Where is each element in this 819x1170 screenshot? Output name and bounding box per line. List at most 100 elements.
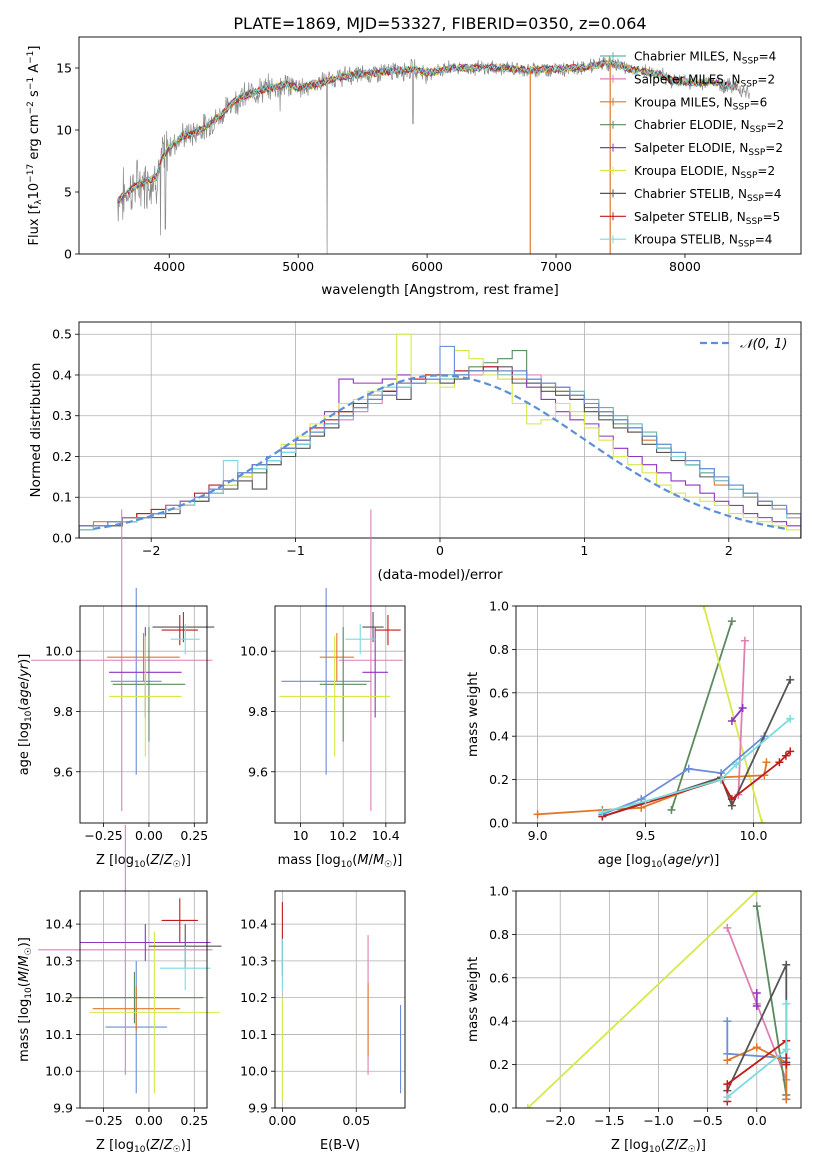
label-fragment: Z	[150, 1138, 161, 1153]
y-tick-label: 0.0	[489, 1101, 509, 1116]
label-fragment: )]	[709, 853, 719, 868]
x-tick-label: −1.0	[643, 1113, 673, 1128]
series-lines	[533, 606, 795, 823]
x-axis-label: Z [log10(Z/Z☉)]	[611, 1138, 706, 1155]
y-tick-label: 0.8	[489, 642, 509, 657]
x-tick-label: 0.00	[135, 828, 163, 843]
legend-label: Kroupa ELODIE, NSSP=2	[634, 164, 775, 181]
x-axis-label: Z [log10(Z/Z☉)]	[96, 853, 191, 870]
y-axis-label: age [log10(age/yr)]	[17, 654, 34, 776]
x-axis-label: wavelength [Angstrom, rest frame]	[321, 282, 559, 298]
x-axis-label: (data-model)/error	[377, 567, 503, 583]
legend-label: Salpeter ELODIE, NSSP=2	[634, 141, 783, 158]
label-fragment: SSP	[741, 79, 758, 89]
series-line	[731, 707, 744, 722]
legend-label: Chabrier MILES, NSSP=4	[634, 50, 776, 67]
label-fragment: (	[145, 1138, 150, 1153]
label-fragment: Kroupa ELODIE, N	[634, 164, 741, 178]
mass_vs_Z-axes: −0.25 0.00 0.25 9.9 10.0 10.1 10.2 10.3 10.4 Z [l…	[17, 824, 222, 1155]
errorbars	[38, 824, 222, 1094]
x-tick-label: 10.4	[372, 828, 400, 843]
label-fragment: (	[660, 1138, 665, 1153]
label-fragment: )]	[181, 1138, 191, 1153]
label-fragment: age	[17, 681, 32, 705]
label-fragment: Salpeter ELODIE, N	[634, 141, 748, 155]
label-fragment: −1	[26, 51, 36, 64]
axes-frame	[78, 321, 802, 539]
label-fragment: SSP	[750, 125, 767, 135]
label-fragment: ☉	[24, 947, 34, 955]
massweight_vs_age-axes: 9.0 9.5 10.0 0.0 0.2 0.4 0.6 0.8 1.0 mass weight a…	[465, 599, 802, 870]
y-tick-label: 10.2	[240, 990, 268, 1005]
label-fragment: SSP	[733, 102, 750, 112]
label-fragment: Salpeter MILES, N	[634, 72, 741, 86]
label-fragment: )]	[17, 654, 32, 664]
label-fragment: /	[159, 853, 164, 868]
y-tick-label: 9.8	[248, 704, 268, 719]
y-tick-label: 0.1	[52, 490, 72, 505]
label-fragment: SSP	[747, 194, 764, 204]
x-tick-label: −1	[286, 543, 304, 558]
x-tick-label: 1	[580, 543, 588, 558]
y-tick-label: 9.9	[53, 1101, 73, 1116]
x-tick-label: 6000	[411, 259, 443, 274]
label-fragment: ]	[27, 46, 42, 51]
axes-frame	[79, 605, 208, 824]
x-axis-label: Z [log10(Z/Z☉)]	[96, 1138, 191, 1155]
series-line	[527, 891, 758, 1108]
label-fragment: =4	[764, 187, 782, 201]
x-tick-label: 5000	[282, 259, 314, 274]
label-fragment: Chabrier MILES, N	[634, 50, 742, 64]
label-fragment: Chabrier ELODIE, N	[634, 118, 750, 132]
label-fragment: /	[17, 966, 32, 971]
label-fragment: Flux [f	[27, 204, 42, 245]
series-line	[726, 1046, 788, 1100]
y-tick-label: 0.8	[489, 927, 509, 942]
label-fragment: Z [log	[96, 853, 134, 868]
legend-label: Chabrier STELIB, NSSP=4	[634, 187, 782, 204]
y-tick-label: 0.5	[52, 327, 72, 342]
label-fragment: 10	[649, 1145, 661, 1155]
y-tick-label: 0.2	[489, 772, 509, 787]
y-tick-label: 10.1	[45, 1027, 73, 1042]
y-tick-label: 0.2	[489, 1057, 509, 1072]
y-tick-label: 0.4	[52, 367, 72, 382]
y-tick-label: 0.0	[489, 816, 509, 831]
label-fragment: −2	[26, 101, 36, 114]
label-fragment: 10	[651, 860, 663, 870]
y-tick-label: 9.8	[53, 704, 73, 719]
x-tick-label: −0.5	[692, 1113, 722, 1128]
y-tick-label: 10.3	[45, 953, 73, 968]
residuals-axes: −2 −1 0 1 2 0.0 0.1 0.2 0.3 0.4 0.5 (data-model)/er…	[28, 321, 802, 583]
x-tick-label: −1.5	[594, 1113, 624, 1128]
x-tick-label: 0.00	[135, 1113, 163, 1128]
label-fragment: )]	[696, 1138, 706, 1153]
label-fragment: =2	[766, 118, 784, 132]
errorbars	[281, 902, 402, 1101]
axes-frame	[274, 890, 406, 1109]
label-fragment: 10	[27, 183, 42, 200]
label-fragment: Z	[150, 853, 161, 868]
label-fragment: SSP	[746, 217, 763, 227]
label-fragment: =6	[750, 95, 768, 109]
label-fragment: Chabrier STELIB, N	[634, 187, 747, 201]
label-fragment: Kroupa MILES, N	[634, 95, 733, 109]
figure-title: PLATE=1869, MJD=53327, FIBERID=0350, z=0…	[233, 14, 646, 33]
massweight_vs_Z-axes: −2.0 −1.5 −1.0 −0.5 0.0 0.0 0.2 0.4 0.6 0.8 1.0 mas…	[465, 884, 802, 1155]
x-tick-label: 0.05	[342, 1113, 370, 1128]
x-axis-label: E(B-V)	[320, 1138, 360, 1153]
x-tick-label: −2	[142, 543, 160, 558]
label-fragment: =4	[759, 50, 777, 64]
y-tick-label: 0.3	[52, 408, 72, 423]
label-fragment: erg cm	[27, 114, 42, 163]
y-tick-label: 10.0	[240, 644, 268, 659]
label-fragment: =5	[763, 210, 781, 224]
legend-label: 𝒩(0, 1)	[740, 337, 787, 352]
label-fragment: Kroupa STELIB, N	[634, 233, 738, 247]
y-tick-label: 10.0	[45, 644, 73, 659]
label-fragment: M	[357, 853, 368, 868]
legend-label: Salpeter STELIB, NSSP=5	[634, 210, 780, 227]
y-tick-label: 1.0	[489, 599, 509, 614]
